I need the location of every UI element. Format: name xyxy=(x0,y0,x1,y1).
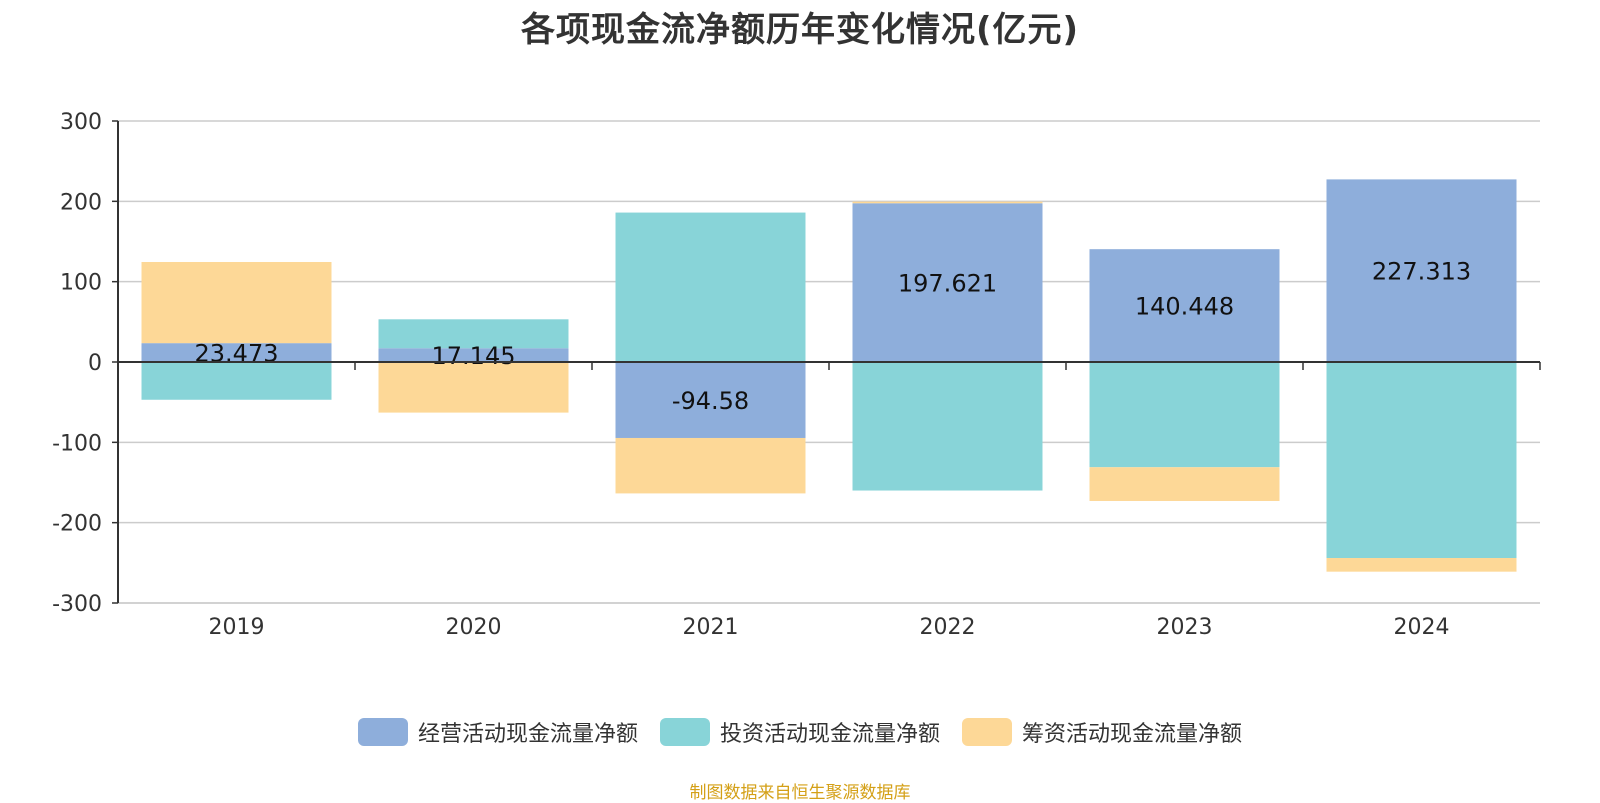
bar-operating-2024[interactable] xyxy=(1326,179,1517,362)
x-tick-label: 2022 xyxy=(920,615,976,640)
bar-financing-2019[interactable] xyxy=(141,262,332,344)
legend-swatch-operating xyxy=(357,718,408,746)
data-label-operating-2024: 227.313 xyxy=(1372,258,1471,286)
legend-label-financing: 筹资活动现金流量净额 xyxy=(1022,722,1243,747)
data-label-operating-2020: 17.145 xyxy=(432,342,516,370)
bar-investing-2022[interactable] xyxy=(852,362,1043,491)
bar-investing-2024[interactable] xyxy=(1326,362,1517,559)
legend-item-investing[interactable]: 投资活动现金流量净额 xyxy=(659,716,940,748)
x-tick-label: 2019 xyxy=(209,615,265,640)
bar-financing-2023[interactable] xyxy=(1089,467,1280,501)
chart-legend: 经营活动现金流量净额 投资活动现金流量净额 筹资活动现金流量净额 xyxy=(0,716,1600,748)
x-tick-label: 2021 xyxy=(683,615,739,640)
bar-investing-2021[interactable] xyxy=(615,212,806,362)
bar-financing-2020[interactable] xyxy=(378,362,569,413)
y-tick-label: 300 xyxy=(60,110,102,135)
x-tick-label: 2020 xyxy=(446,615,502,640)
y-tick-label: 0 xyxy=(88,351,102,376)
bar-operating-2022[interactable] xyxy=(852,203,1043,362)
data-label-operating-2023: 140.448 xyxy=(1135,293,1234,321)
bar-investing-2023[interactable] xyxy=(1089,362,1280,468)
y-tick-label: 100 xyxy=(60,271,102,296)
legend-item-financing[interactable]: 筹资活动现金流量净额 xyxy=(962,716,1242,748)
legend-item-operating[interactable]: 经营活动现金流量净额 xyxy=(357,716,638,748)
bar-operating-2023[interactable] xyxy=(1089,249,1280,362)
bar-investing-2020[interactable] xyxy=(378,319,569,349)
bar-financing-2022[interactable] xyxy=(852,201,1043,204)
data-label-operating-2021: -94.58 xyxy=(672,387,749,415)
data-label-operating-2022: 197.621 xyxy=(898,270,997,298)
y-tick-label: -100 xyxy=(52,431,102,456)
y-tick-label: -300 xyxy=(52,592,102,617)
source-note: 制图数据来自恒生聚源数据库 xyxy=(689,783,911,803)
data-label-operating-2019: 23.473 xyxy=(195,340,279,368)
legend-label-investing: 投资活动现金流量净额 xyxy=(719,722,940,747)
bar-financing-2021[interactable] xyxy=(615,437,806,494)
legend-swatch-financing xyxy=(962,718,1012,746)
y-tick-label: 200 xyxy=(60,190,102,215)
bar-operating-2019[interactable] xyxy=(141,343,332,362)
legend-swatch-investing xyxy=(659,718,710,746)
x-tick-label: 2023 xyxy=(1157,615,1213,640)
bar-investing-2019[interactable] xyxy=(141,362,332,400)
bar-financing-2024[interactable] xyxy=(1326,558,1517,572)
y-tick-label: -200 xyxy=(52,512,102,537)
x-tick-label: 2024 xyxy=(1394,615,1450,640)
legend-label-operating: 经营活动现金流量净额 xyxy=(417,722,638,747)
chart-title: 各项现金流净额历年变化情况(亿元) xyxy=(520,10,1080,50)
bar-operating-2021[interactable] xyxy=(615,362,806,438)
bar-operating-2020[interactable] xyxy=(378,348,569,362)
